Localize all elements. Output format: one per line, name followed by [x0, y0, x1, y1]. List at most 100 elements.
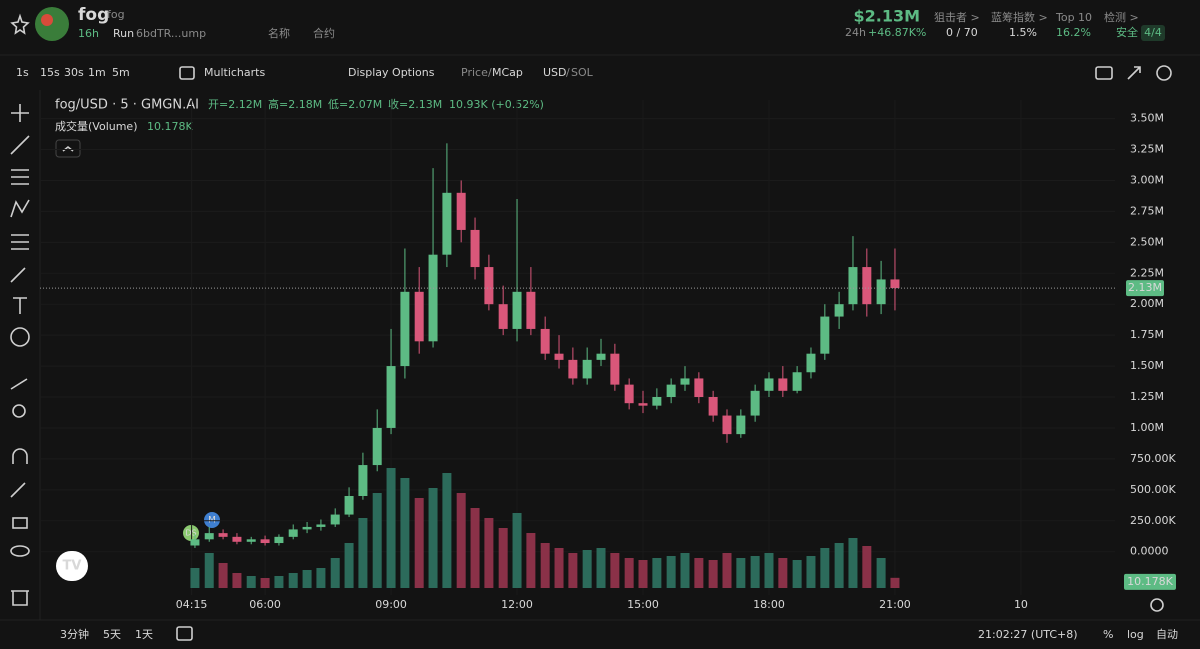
- trash-tool[interactable]: [11, 590, 29, 606]
- zoom-tool[interactable]: [12, 404, 26, 418]
- interval-button[interactable]: 15s: [40, 66, 60, 79]
- auto-toggle[interactable]: 自动: [1156, 628, 1178, 641]
- range-button[interactable]: 1天: [135, 628, 153, 641]
- marker-label: DS: [185, 529, 196, 538]
- token-avatar: [35, 7, 69, 41]
- change: +46.87K%: [868, 26, 926, 39]
- log-toggle[interactable]: log: [1127, 628, 1144, 641]
- percent-toggle[interactable]: %: [1103, 628, 1113, 641]
- y-tick-label: 250.00K: [1130, 514, 1176, 527]
- interval-button[interactable]: 1m: [88, 66, 106, 79]
- candle-body: [554, 353, 564, 360]
- candle-body: [666, 384, 676, 397]
- brush-tool[interactable]: [10, 267, 26, 283]
- stat-label[interactable]: 狙击者 >: [934, 11, 980, 24]
- stat-value: 1.5%: [1009, 26, 1037, 39]
- candle-body: [568, 359, 578, 379]
- candle-body: [302, 526, 312, 530]
- interval-button[interactable]: 30s: [64, 66, 84, 79]
- volume-bar: [848, 538, 858, 588]
- candle-body: [288, 529, 298, 537]
- volume-bar: [834, 543, 844, 588]
- fib-tool[interactable]: [11, 169, 29, 185]
- volume-value: 10.178K: [147, 120, 193, 133]
- candle-body: [806, 353, 816, 373]
- candle-body: [610, 353, 620, 385]
- magnet-tool[interactable]: [12, 448, 28, 464]
- tv-logo-text: TV: [63, 559, 82, 574]
- interval-button[interactable]: 1s: [16, 66, 29, 79]
- volume-bar: [428, 488, 438, 588]
- candle-body: [372, 427, 382, 466]
- eye-tool[interactable]: [10, 545, 30, 557]
- interval-button[interactable]: 5m: [112, 66, 130, 79]
- y-tick-label: 3.50M: [1130, 112, 1164, 125]
- price-label-box: [1126, 280, 1164, 297]
- candle-body: [736, 415, 746, 435]
- volume-bar: [792, 560, 802, 588]
- lock-tool[interactable]: [12, 517, 28, 529]
- volume-bar: [498, 528, 508, 588]
- text-tool[interactable]: [13, 297, 27, 314]
- candle-body: [792, 372, 802, 391]
- lock-draw-tool[interactable]: [10, 482, 26, 498]
- volume-bar: [806, 556, 816, 588]
- collapse-button[interactable]: [55, 139, 81, 158]
- candle-body: [540, 328, 550, 354]
- candle-body: [890, 279, 900, 289]
- candle-body: [512, 291, 522, 329]
- stat-label: Top 10: [1055, 11, 1092, 24]
- calendar-icon[interactable]: [176, 626, 193, 641]
- projection-tool[interactable]: [11, 234, 29, 250]
- usd-toggle[interactable]: USD: [543, 66, 567, 79]
- range-button[interactable]: 3分钟: [60, 627, 89, 641]
- expand-icon[interactable]: [1127, 66, 1141, 80]
- candle-body: [330, 514, 340, 525]
- multicharts[interactable]: Multicharts: [204, 66, 265, 79]
- candle-body: [246, 539, 256, 542]
- stat-label[interactable]: 检测 >: [1104, 10, 1139, 24]
- settings-icon[interactable]: [1156, 65, 1172, 81]
- mcap-toggle[interactable]: MCap: [492, 66, 523, 79]
- line-tool[interactable]: [10, 135, 30, 155]
- candle-body: [638, 403, 648, 406]
- display-options[interactable]: Display Options: [348, 66, 435, 79]
- sidebar: [10, 104, 30, 606]
- stat-label[interactable]: 蓝筹指数 >: [991, 10, 1048, 24]
- volume-bar: [582, 550, 592, 588]
- token-symbol: fog: [107, 8, 125, 21]
- candle-body: [582, 359, 592, 379]
- pattern-tool[interactable]: [10, 199, 30, 218]
- y-tick-label: 500.00K: [1130, 483, 1176, 496]
- range-button[interactable]: 5天: [103, 628, 121, 641]
- y-tick-label: 3.25M: [1130, 143, 1164, 156]
- y-tick-label: 1.50M: [1130, 359, 1164, 372]
- crosshair-tool[interactable]: [11, 104, 29, 122]
- volume-bar: [876, 558, 886, 588]
- volume-bar: [554, 548, 564, 588]
- emoji-tool[interactable]: [10, 327, 30, 347]
- candle-body: [190, 539, 200, 546]
- name-link[interactable]: 名称: [268, 26, 290, 40]
- volume-bar: [358, 518, 368, 588]
- x-tick-label: 10: [1014, 598, 1028, 611]
- price-toggle[interactable]: Price: [461, 66, 488, 79]
- change-label: 24h: [845, 26, 866, 39]
- ruler-tool[interactable]: [10, 378, 28, 390]
- candle-body: [848, 267, 858, 305]
- event-marker[interactable]: [204, 512, 220, 528]
- x-tick-label: 21:00: [879, 598, 911, 611]
- camera-icon[interactable]: [1095, 66, 1113, 80]
- volume-bar: [526, 533, 536, 588]
- token-age: 16h: [78, 27, 99, 40]
- legend-high: 高=2.18M: [268, 97, 322, 111]
- axis-settings[interactable]: [1150, 598, 1164, 612]
- y-tick-label: 2.25M: [1130, 266, 1164, 279]
- sol-toggle[interactable]: SOL: [571, 66, 594, 79]
- y-tick-label: 2.50M: [1130, 235, 1164, 248]
- contract-link[interactable]: 合约: [313, 26, 335, 40]
- candle-body: [778, 378, 788, 391]
- candle-body: [260, 539, 270, 544]
- stat-value: 16.2%: [1056, 26, 1091, 39]
